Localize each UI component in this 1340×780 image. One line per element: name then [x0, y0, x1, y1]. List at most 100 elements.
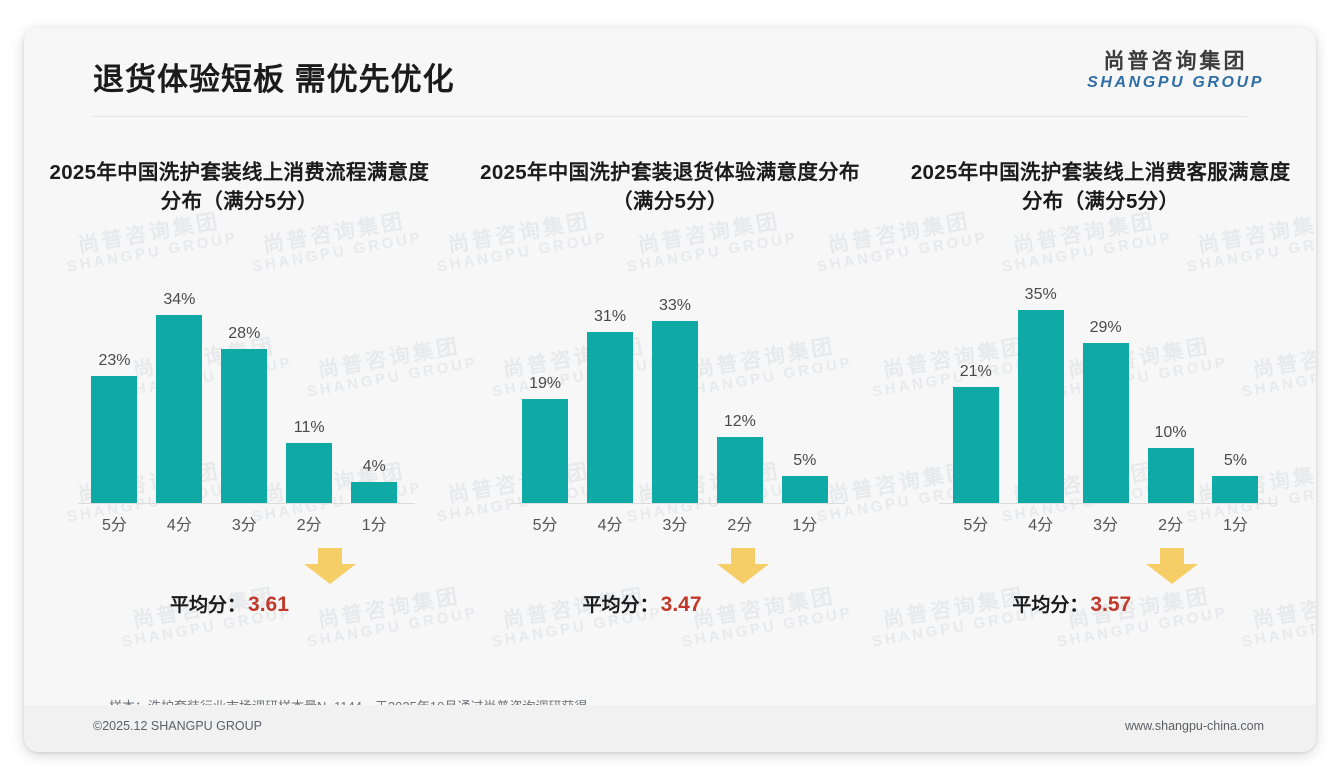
- bar-group[interactable]: 11%: [279, 248, 340, 504]
- bar-value-label: 5%: [1223, 452, 1248, 469]
- bar-value-label: 28%: [228, 325, 261, 342]
- bar-group[interactable]: 19%: [515, 248, 576, 504]
- logo-english-text: SHANGPU GROUP: [1087, 73, 1264, 91]
- chart-title: 2025年中国洗护套装退货体验满意度分布（满分5分）: [480, 161, 860, 214]
- bar[interactable]: [651, 321, 698, 504]
- average-score-label: 平均分：: [582, 595, 659, 616]
- bar-chart-plot: 23% 34% 28% 11% 4% 5分 4分 3分 2分 1分: [38, 248, 441, 538]
- slide-header: 退货体验短板 需优先优化 尚普咨询集团 SHANGPU GROUP: [24, 28, 1316, 120]
- logo-chinese-text: 尚普咨询集团: [1103, 50, 1248, 73]
- x-axis-tick-label: 4分: [1028, 517, 1054, 534]
- down-arrow-icon: [302, 546, 358, 586]
- average-score-text: 平均分：3.47: [583, 590, 702, 617]
- bar-value-label: 29%: [1089, 319, 1122, 336]
- bar[interactable]: [91, 376, 138, 504]
- bar[interactable]: [351, 482, 398, 504]
- bar-chart-plot: 21% 35% 29% 10% 5% 5分 4分 3分 2分 1分: [899, 248, 1302, 538]
- bar[interactable]: [1082, 343, 1129, 504]
- bar-group[interactable]: 4%: [344, 248, 405, 504]
- x-axis-tick-label: 3分: [231, 517, 257, 534]
- bar-chart-plot: 19% 31% 33% 12% 5% 5分 4分 3分 2分 1分: [469, 248, 872, 538]
- average-score-value: 3.47: [660, 593, 702, 616]
- bar[interactable]: [952, 387, 999, 504]
- bar-value-label: 19%: [529, 375, 562, 392]
- down-arrow-icon: [1144, 546, 1200, 586]
- average-score-label: 平均分：: [170, 595, 247, 616]
- x-axis-labels: 5分 4分 3分 2分 1分: [515, 508, 836, 538]
- average-score-block: 平均分：3.57: [899, 546, 1302, 632]
- title-divider: [93, 116, 1247, 117]
- bar-value-label: 4%: [362, 458, 386, 475]
- average-score-text: 平均分：3.57: [1012, 590, 1131, 617]
- bar[interactable]: [286, 443, 333, 504]
- bar-group[interactable]: 21%: [945, 248, 1006, 504]
- bar-value-label: 12%: [723, 413, 756, 430]
- bar-value-label: 34%: [163, 291, 196, 308]
- bar[interactable]: [1017, 310, 1064, 504]
- bars-container: 23% 34% 28% 11% 4%: [84, 248, 405, 504]
- bar[interactable]: [1147, 448, 1194, 504]
- x-axis-labels: 5分 4分 3分 2分 1分: [84, 508, 405, 538]
- bar-value-label: 23%: [98, 352, 131, 369]
- bar[interactable]: [587, 332, 634, 504]
- company-logo: 尚普咨询集团 SHANGPU GROUP: [1087, 50, 1264, 91]
- x-axis-tick-label: 2分: [1158, 517, 1183, 534]
- bar-group[interactable]: 31%: [580, 248, 641, 504]
- bar[interactable]: [522, 399, 569, 504]
- down-arrow-icon: [715, 546, 771, 586]
- x-axis-line: [78, 503, 415, 504]
- bar-group[interactable]: 5%: [774, 248, 835, 504]
- bar-value-label: 31%: [594, 308, 627, 325]
- bar-group[interactable]: 23%: [84, 248, 145, 504]
- average-score-value: 3.57: [1090, 593, 1132, 616]
- x-axis-tick-label: 3分: [662, 517, 688, 534]
- x-axis-tick-label: 2分: [296, 517, 322, 534]
- x-axis-tick-label: 1分: [792, 517, 818, 534]
- x-axis-tick-label: 3分: [1093, 517, 1119, 534]
- bar-value-label: 5%: [793, 452, 817, 469]
- bar-value-label: 35%: [1024, 286, 1057, 303]
- bar-group[interactable]: 35%: [1010, 248, 1071, 504]
- bar-group[interactable]: 29%: [1075, 248, 1136, 504]
- x-axis-tick-label: 5分: [102, 517, 127, 534]
- bar-group[interactable]: 28%: [214, 248, 275, 504]
- bars-container: 21% 35% 29% 10% 5%: [945, 248, 1266, 504]
- bar-group[interactable]: 10%: [1140, 248, 1201, 504]
- copyright-text: ©2025.12 SHANGPU GROUP: [93, 719, 262, 733]
- x-axis-tick-label: 1分: [1223, 517, 1248, 534]
- bar-value-label: 33%: [658, 297, 691, 314]
- chart-panel: 2025年中国洗护套装线上消费客服满意度分布（满分5分） 21% 35% 29% 10%…: [885, 158, 1316, 632]
- x-axis-tick-label: 4分: [166, 517, 192, 534]
- bar[interactable]: [221, 349, 268, 504]
- average-score-block: 平均分：3.47: [469, 546, 872, 632]
- bar-group[interactable]: 34%: [149, 248, 210, 504]
- bar-group[interactable]: 5%: [1205, 248, 1266, 504]
- chart-panel: 2025年中国洗护套装退货体验满意度分布（满分5分） 19% 31% 33% 12% 5%…: [455, 158, 886, 632]
- bar-value-label: 21%: [959, 363, 992, 380]
- bars-container: 19% 31% 33% 12% 5%: [515, 248, 836, 504]
- bar[interactable]: [781, 476, 828, 504]
- x-axis-labels: 5分 4分 3分 2分 1分: [945, 508, 1266, 538]
- bar[interactable]: [1212, 476, 1259, 504]
- x-axis-tick-label: 5分: [963, 517, 989, 534]
- average-score-value: 3.61: [248, 593, 289, 616]
- x-axis-line: [508, 503, 846, 504]
- bar-group[interactable]: 12%: [709, 248, 770, 504]
- slide-footer: ©2025.12 SHANGPU GROUP www.shangpu-china…: [24, 705, 1316, 752]
- charts-row: 2025年中国洗护套装线上消费流程满意度分布（满分5分） 23% 34% 28% 11%…: [24, 158, 1316, 632]
- x-axis-line: [939, 503, 1276, 504]
- x-axis-tick-label: 5分: [532, 517, 558, 534]
- x-axis-tick-label: 2分: [727, 517, 753, 534]
- x-axis-tick-label: 4分: [597, 517, 623, 534]
- bar-value-label: 11%: [293, 419, 325, 436]
- x-axis-tick-label: 1分: [361, 517, 387, 534]
- bar[interactable]: [716, 437, 763, 504]
- chart-title: 2025年中国洗护套装线上消费流程满意度分布（满分5分）: [49, 161, 430, 214]
- bar-group[interactable]: 33%: [645, 248, 706, 504]
- page-title: 退货体验短板 需优先优化: [93, 62, 455, 97]
- average-score-block: 平均分：3.61: [38, 546, 441, 632]
- average-score-label: 平均分：: [1012, 595, 1089, 616]
- website-link[interactable]: www.shangpu-china.com: [1125, 719, 1264, 733]
- chart-title: 2025年中国洗护套装线上消费客服满意度分布（满分5分）: [910, 161, 1291, 214]
- bar[interactable]: [156, 315, 203, 504]
